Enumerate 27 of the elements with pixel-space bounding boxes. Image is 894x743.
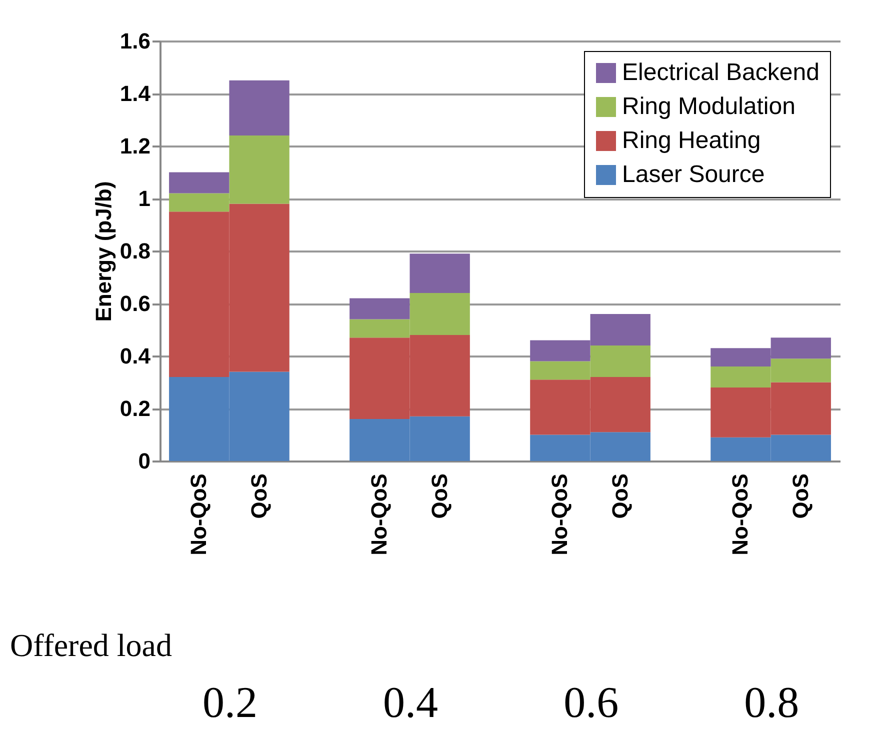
legend-label: Electrical Backend <box>622 59 820 86</box>
y-tick-label: 0.2 <box>120 396 150 421</box>
y-tick-label: 1.6 <box>120 28 150 54</box>
y-axis-title: Energy (pJ/b) <box>90 181 116 322</box>
x-tick-label: QoS <box>607 474 632 519</box>
y-tick-label: 0.6 <box>120 291 150 316</box>
x-tick-label: No-QoS <box>366 474 392 556</box>
y-tick-label: 1.4 <box>120 81 152 106</box>
y-tick-label: 0 <box>138 448 150 474</box>
text: 0.4 <box>383 678 438 727</box>
legend-label: Ring Modulation <box>622 93 796 120</box>
x-tick-label: QoS <box>426 474 452 519</box>
y-tick-label: 1.2 <box>120 134 150 158</box>
text: 0.8 <box>744 678 800 727</box>
x-tick-label: No-QoS <box>728 474 753 556</box>
y-tick-label: 0.8 <box>120 238 150 264</box>
y-tick-label: 1 <box>138 186 150 211</box>
x-axis-title: Offered load <box>10 627 172 663</box>
text: 0.2 <box>202 678 258 727</box>
legend-label: Laser Source <box>622 161 765 188</box>
x-tick-label: No-QoS <box>547 474 572 556</box>
x-tick-label: QoS <box>788 474 813 519</box>
x-tick-label: QoS <box>246 474 272 519</box>
legend-label: Ring Heating <box>622 127 761 154</box>
text: 0.6 <box>564 678 619 727</box>
y-tick-label: 0.4 <box>120 344 152 368</box>
x-tick-label: No-QoS <box>186 474 212 556</box>
